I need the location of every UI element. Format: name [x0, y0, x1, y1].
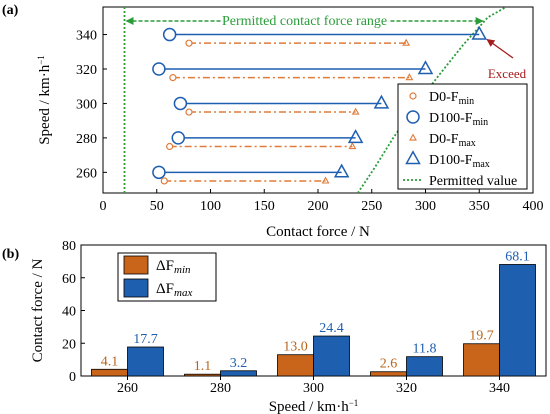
exceed-limit-arrow [486, 38, 514, 59]
bar-dfmin [184, 373, 221, 377]
x-tick-label: 350 [469, 199, 490, 214]
x-tick-label: 400 [523, 199, 544, 214]
x-tick-label: 200 [308, 199, 329, 214]
bar-dfmax-label: 3.2 [230, 356, 248, 371]
d100-fmax-point [417, 60, 434, 75]
bar-dfmin-label: 19.7 [469, 329, 494, 344]
y-axis-label: Speed / km·h−1 [36, 55, 53, 145]
y-tick-label: 20 [62, 337, 76, 352]
legend-a-marker [406, 110, 420, 124]
d0-fmin-point [185, 39, 193, 47]
legend-a-label: D0-Fmin [429, 90, 474, 107]
bar-dfmin [463, 343, 500, 377]
y-axis-label: Contact force / N [30, 258, 46, 362]
y-tick-label: 60 [62, 272, 76, 287]
x-tick-label: 0 [100, 199, 107, 214]
y-tick-label: 340 [76, 29, 97, 44]
d100-fmax-point [347, 129, 364, 144]
d0-fmax-point [351, 107, 360, 115]
d100-fmin-point [152, 165, 166, 180]
d0-fmin-point [160, 177, 168, 185]
d100-fmin-point [152, 62, 166, 76]
y-tick-label: 280 [76, 132, 97, 147]
bar-dfmin-label: 13.0 [283, 340, 308, 355]
x-tick-label: 50 [150, 199, 164, 214]
d0-fmin-point [185, 108, 193, 116]
panel-a-chart: 0 50 100 150 200 250 300 350 400 260 280 300 320 340 C… [36, 6, 544, 240]
permitted-range-label: Permitted contact force range [222, 14, 387, 29]
x-tick-label: 100 [200, 199, 221, 214]
d100-fmax-point [333, 163, 350, 178]
x-tick-label: 260 [117, 381, 138, 396]
permitted-upper-line [357, 7, 507, 193]
bar-dfmax [220, 370, 257, 377]
legend-b-label: ΔFmin [156, 258, 191, 276]
x-tick-label: 340 [489, 381, 510, 396]
bar-dfmin-label: 2.6 [380, 357, 398, 372]
d0-fmin-point [166, 142, 174, 151]
y-tick-label: 80 [62, 239, 76, 254]
y-tick-label: 40 [62, 305, 76, 320]
bar-dfmax-label: 68.1 [505, 249, 530, 264]
d0-fmin-point [169, 74, 177, 82]
d0-fmax-point [321, 176, 330, 184]
legend-a-marker [409, 92, 417, 100]
panel-b-tag: (b) [2, 247, 19, 262]
y-tick-label: 260 [76, 166, 97, 181]
legend-b-swatch [123, 278, 149, 298]
x-tick-label: 150 [254, 199, 275, 214]
y-tick-label: 0 [69, 370, 76, 385]
panel-b-chart: 0 20 40 60 80 Contact force / N 4.1 17.7 260 1.1 3… [30, 239, 547, 414]
x-axis-label: Contact force / N [266, 224, 370, 240]
panel-a-tag: (a) [2, 3, 19, 18]
bar-dfmax [406, 356, 443, 377]
d100-fmin-point [173, 96, 188, 111]
legend-a-marker [409, 133, 417, 141]
y-tick-label: 300 [76, 97, 97, 112]
legend-a-label: D0-Fmax [429, 132, 476, 149]
legend-b-label: ΔFmax [156, 281, 192, 299]
bar-dfmin-label: 4.1 [101, 354, 119, 369]
x-tick-label: 300 [303, 381, 324, 396]
d100-fmin-point [171, 131, 185, 145]
y-tick-label: 320 [76, 63, 97, 78]
x-axis-label: Speed / km·h−1 [269, 398, 359, 414]
d100-fmax-point [373, 94, 390, 109]
bar-dfmin [370, 371, 407, 377]
bar-dfmin [91, 368, 128, 377]
d100-fmax-point [471, 25, 488, 40]
bar-dfmin [277, 354, 314, 377]
x-tick-label: 320 [396, 381, 417, 396]
bar-dfmax-label: 11.8 [413, 342, 437, 357]
plot-area [123, 7, 507, 193]
legend-a-label: D100-Fmax [429, 153, 490, 170]
legend-a-label: Permitted value [429, 174, 517, 189]
legend-a-label: D100-Fmin [429, 111, 488, 128]
bar-dfmax [313, 335, 350, 377]
d0-fmax-point [405, 73, 414, 81]
x-tick-label: 250 [361, 199, 382, 214]
x-tick-label: 280 [210, 381, 231, 396]
legend-b-swatch [123, 255, 149, 275]
bar-dfmax [127, 346, 164, 377]
bar-dfmin-label: 1.1 [194, 359, 212, 374]
d0-fmax-point [348, 142, 357, 150]
bar-dfmax-label: 17.7 [133, 332, 158, 347]
legend-a-marker [405, 150, 421, 165]
exceed-limit-label-line1: Exceed [488, 66, 527, 81]
legend-a-box [397, 83, 528, 190]
x-tick-label: 300 [415, 199, 436, 214]
bar-dfmax-label: 24.4 [319, 321, 344, 336]
d0-fmax-point [402, 38, 411, 46]
bar-dfmax [499, 264, 536, 377]
d100-fmin-point [162, 27, 177, 42]
